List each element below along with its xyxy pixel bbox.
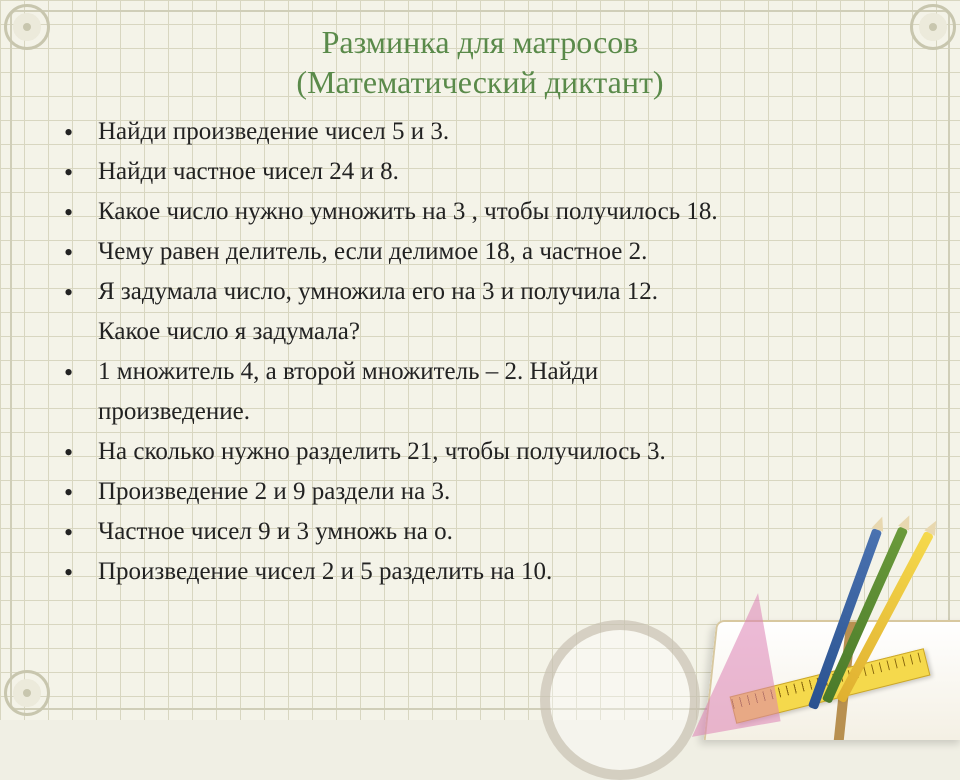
task-item: Я задумала число, умножила его на 3 и по… bbox=[88, 272, 920, 352]
task-item: На сколько нужно разделить 21, чтобы пол… bbox=[88, 432, 920, 472]
task-text: На сколько нужно разделить 21, чтобы пол… bbox=[98, 438, 666, 465]
slide-content: Разминка для матросов (Математический ди… bbox=[40, 22, 920, 592]
task-text: Я задумала число, умножила его на 3 и по… bbox=[98, 278, 658, 305]
task-item: Чему равен делитель, если делимое 18, а … bbox=[88, 232, 920, 272]
task-text: Найди произведение чисел 5 и 3. bbox=[98, 118, 449, 145]
title-line-2: (Математический диктант) bbox=[296, 64, 663, 100]
task-text: Какое число я задумала? bbox=[98, 318, 360, 345]
task-item: 1 множитель 4, а второй множитель – 2. Н… bbox=[88, 352, 920, 432]
task-list: Найди произведение чисел 5 и 3. Найди час… bbox=[40, 112, 920, 592]
task-item: Найди частное чисел 24 и 8. bbox=[88, 152, 920, 192]
task-text: Произведение чисел 2 и 5 разделить на 10… bbox=[98, 558, 552, 585]
task-text: произведение. bbox=[98, 398, 250, 425]
task-text: Частное чисел 9 и 3 умножь на о. bbox=[98, 518, 453, 545]
corner-ornament-bl bbox=[4, 670, 50, 716]
title-line-1: Разминка для матросов bbox=[322, 24, 639, 60]
protractor-icon bbox=[540, 620, 700, 780]
task-item: Найди произведение чисел 5 и 3. bbox=[88, 112, 920, 152]
task-text: Какое число нужно умножить на 3 , чтобы … bbox=[98, 198, 718, 225]
task-text: Произведение 2 и 9 раздели на 3. bbox=[98, 478, 450, 505]
task-text: 1 множитель 4, а второй множитель – 2. Н… bbox=[98, 358, 598, 385]
task-item: Произведение 2 и 9 раздели на 3. bbox=[88, 472, 920, 512]
task-text: Чему равен делитель, если делимое 18, а … bbox=[98, 238, 647, 265]
task-text: Найди частное чисел 24 и 8. bbox=[98, 158, 399, 185]
slide-title: Разминка для матросов (Математический ди… bbox=[40, 22, 920, 102]
task-item: Какое число нужно умножить на 3 , чтобы … bbox=[88, 192, 920, 232]
